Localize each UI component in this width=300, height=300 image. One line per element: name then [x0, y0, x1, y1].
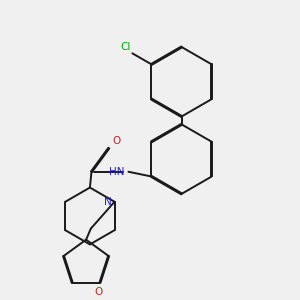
Text: N: N [104, 197, 112, 207]
Text: HN: HN [109, 167, 124, 177]
Text: O: O [94, 287, 103, 297]
Text: Cl: Cl [120, 42, 131, 52]
Text: O: O [112, 136, 120, 146]
